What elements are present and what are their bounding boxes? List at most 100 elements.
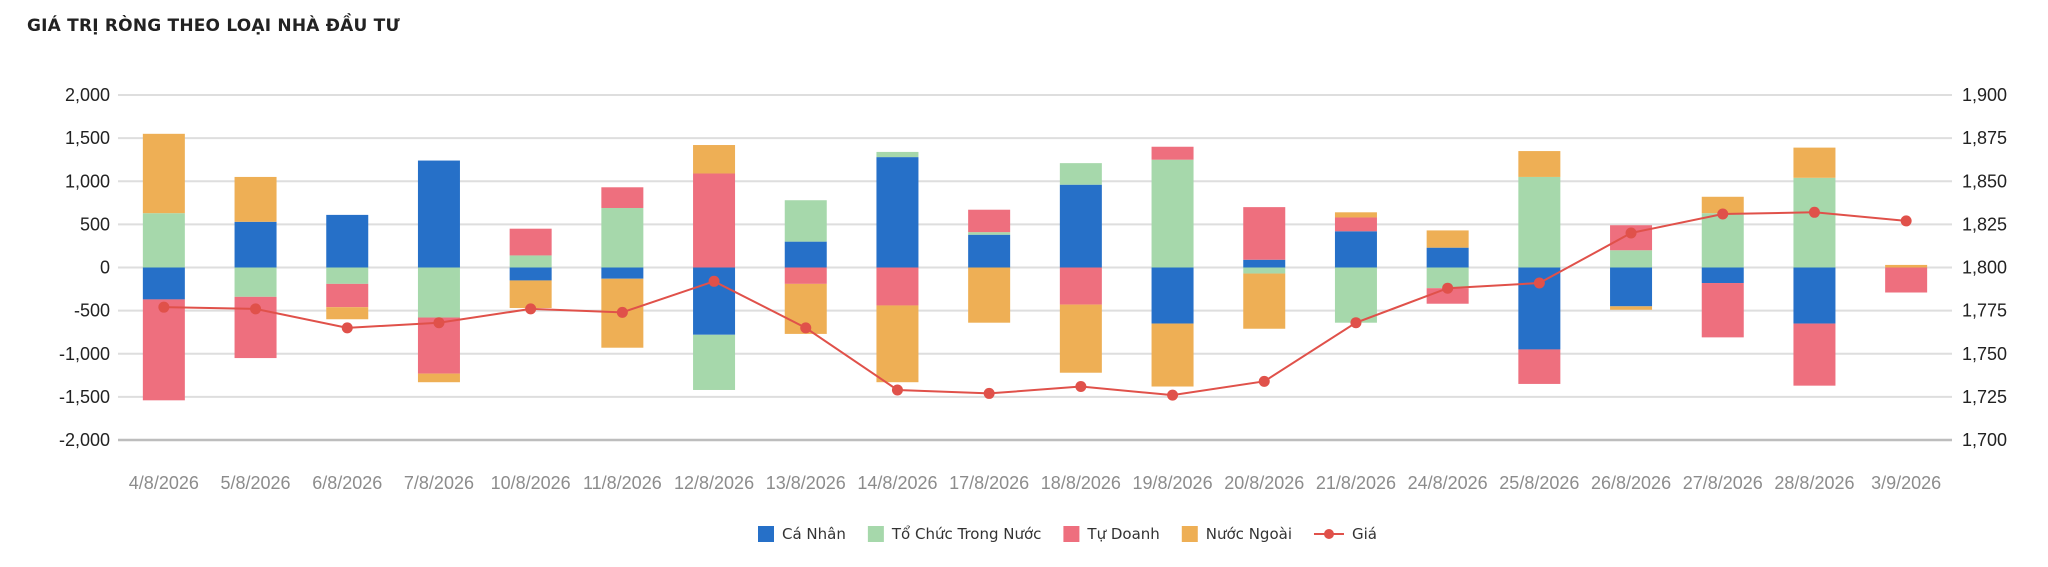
price-point bbox=[708, 275, 720, 287]
price-point bbox=[1442, 282, 1454, 294]
bar-segment bbox=[1885, 267, 1928, 293]
bar-segment bbox=[142, 299, 185, 401]
x-tick-label: 27/8/2026 bbox=[1683, 473, 1763, 493]
price-point bbox=[1350, 317, 1362, 329]
x-tick-label: 24/8/2026 bbox=[1408, 473, 1488, 493]
x-tick-label: 4/8/2026 bbox=[129, 473, 199, 493]
price-point bbox=[525, 303, 537, 315]
x-tick-label: 21/8/2026 bbox=[1316, 473, 1396, 493]
x-tick-label: 17/8/2026 bbox=[949, 473, 1029, 493]
legend-label: Nước Ngoài bbox=[1206, 525, 1292, 543]
y2-tick-label: 1,775 bbox=[1962, 301, 2007, 321]
bar-segment bbox=[1243, 273, 1286, 329]
price-point bbox=[1717, 208, 1729, 220]
bar-segment bbox=[1793, 267, 1836, 324]
bar-segment bbox=[601, 187, 644, 208]
legend-marker bbox=[1323, 529, 1334, 539]
x-tick-label: 10/8/2026 bbox=[491, 473, 571, 493]
legend[interactable]: Cá Nhân Tổ Chức Trong Nước Tự Doanh Nước Ng… bbox=[758, 525, 1377, 543]
bar-segment bbox=[1518, 176, 1561, 268]
bar-segment bbox=[1610, 306, 1653, 310]
bar-segment bbox=[326, 214, 369, 268]
price-point bbox=[433, 317, 445, 329]
bar-segment bbox=[1518, 151, 1561, 177]
bar-segment bbox=[1793, 147, 1836, 178]
legend-swatch bbox=[1063, 526, 1080, 542]
legend-item[interactable]: Tự Doanh bbox=[1063, 525, 1160, 543]
legend-label: Giá bbox=[1352, 525, 1377, 543]
y-tick-label: 2,000 bbox=[65, 85, 110, 105]
bar-segment bbox=[876, 267, 919, 306]
x-tick-label: 13/8/2026 bbox=[766, 473, 846, 493]
x-tick-label: 5/8/2026 bbox=[221, 473, 291, 493]
bar-segment bbox=[1334, 212, 1377, 218]
legend-item[interactable]: Cá Nhân bbox=[758, 525, 846, 543]
bar-segment bbox=[1059, 304, 1102, 373]
y2-tick-label: 1,875 bbox=[1962, 128, 2007, 148]
price-point bbox=[1258, 375, 1270, 387]
chart-title: GIÁ TRỊ RÒNG THEO LOẠI NHÀ ĐẦU TƯ bbox=[27, 16, 400, 36]
bar-segment bbox=[234, 176, 277, 222]
bar-segment bbox=[234, 267, 277, 297]
bar-segment bbox=[784, 241, 827, 268]
x-tick-label: 14/8/2026 bbox=[857, 473, 937, 493]
y-tick-label: 500 bbox=[80, 214, 110, 234]
bar-segment bbox=[417, 267, 460, 318]
bar-segment bbox=[1426, 230, 1469, 248]
bar-segment bbox=[968, 267, 1011, 323]
y2-tick-label: 1,825 bbox=[1962, 214, 2007, 234]
price-point bbox=[1625, 227, 1637, 239]
bar-segment bbox=[326, 267, 369, 284]
bar-segment bbox=[142, 213, 185, 268]
bar-segment bbox=[417, 160, 460, 268]
legend-item[interactable]: Nước Ngoài bbox=[1181, 525, 1292, 543]
x-axis: 4/8/2026 5/8/2026 6/8/2026 7/8/2026 10/8/202… bbox=[129, 473, 1941, 493]
bar-segment bbox=[142, 133, 185, 214]
bar-segment bbox=[1059, 163, 1102, 185]
bar-segment bbox=[509, 228, 552, 256]
price-point bbox=[1075, 381, 1087, 393]
x-tick-label: 6/8/2026 bbox=[312, 473, 382, 493]
bar-segment bbox=[326, 283, 369, 308]
bar-segment bbox=[417, 373, 460, 383]
legend-item[interactable]: Tổ Chức Trong Nước bbox=[867, 525, 1042, 543]
bar-segment bbox=[1793, 323, 1836, 386]
price-point bbox=[1808, 206, 1820, 218]
price-point bbox=[800, 322, 812, 334]
bar-segment bbox=[1885, 264, 1928, 268]
bar-segment bbox=[876, 305, 919, 383]
bar-segment bbox=[1610, 250, 1653, 268]
bar-segment bbox=[1701, 196, 1744, 214]
bar-segment bbox=[1151, 159, 1194, 268]
x-tick-label: 18/8/2026 bbox=[1041, 473, 1121, 493]
x-tick-label: 11/8/2026 bbox=[583, 473, 662, 493]
x-tick-label: 28/8/2026 bbox=[1774, 473, 1854, 493]
x-tick-label: 19/8/2026 bbox=[1133, 473, 1213, 493]
x-tick-label: 20/8/2026 bbox=[1224, 473, 1304, 493]
y2-tick-label: 1,725 bbox=[1962, 387, 2007, 407]
bar-segment bbox=[968, 234, 1011, 268]
legend-swatch bbox=[1181, 526, 1198, 542]
y2-tick-label: 1,900 bbox=[1962, 85, 2007, 105]
bar-segment bbox=[601, 207, 644, 268]
price-line-layer bbox=[158, 206, 1912, 401]
price-point bbox=[1167, 389, 1179, 401]
bar-segment bbox=[693, 173, 736, 268]
price-point bbox=[341, 322, 353, 334]
bar-layer bbox=[142, 133, 1928, 401]
bar-segment bbox=[1059, 267, 1102, 305]
bar-segment bbox=[968, 232, 1011, 235]
legend-label: Tự Doanh bbox=[1086, 525, 1159, 543]
price-point bbox=[250, 303, 262, 315]
x-tick-label: 26/8/2026 bbox=[1591, 473, 1671, 493]
price-point bbox=[1533, 277, 1545, 289]
y-tick-label: 1,000 bbox=[65, 171, 110, 191]
y-tick-label: -500 bbox=[74, 301, 110, 321]
bar-segment bbox=[234, 221, 277, 268]
grid-layer bbox=[118, 94, 1952, 442]
x-tick-label: 3/9/2026 bbox=[1871, 473, 1941, 493]
price-point bbox=[983, 387, 995, 399]
legend-item[interactable]: Giá bbox=[1313, 525, 1377, 543]
bar-segment bbox=[1701, 213, 1744, 268]
